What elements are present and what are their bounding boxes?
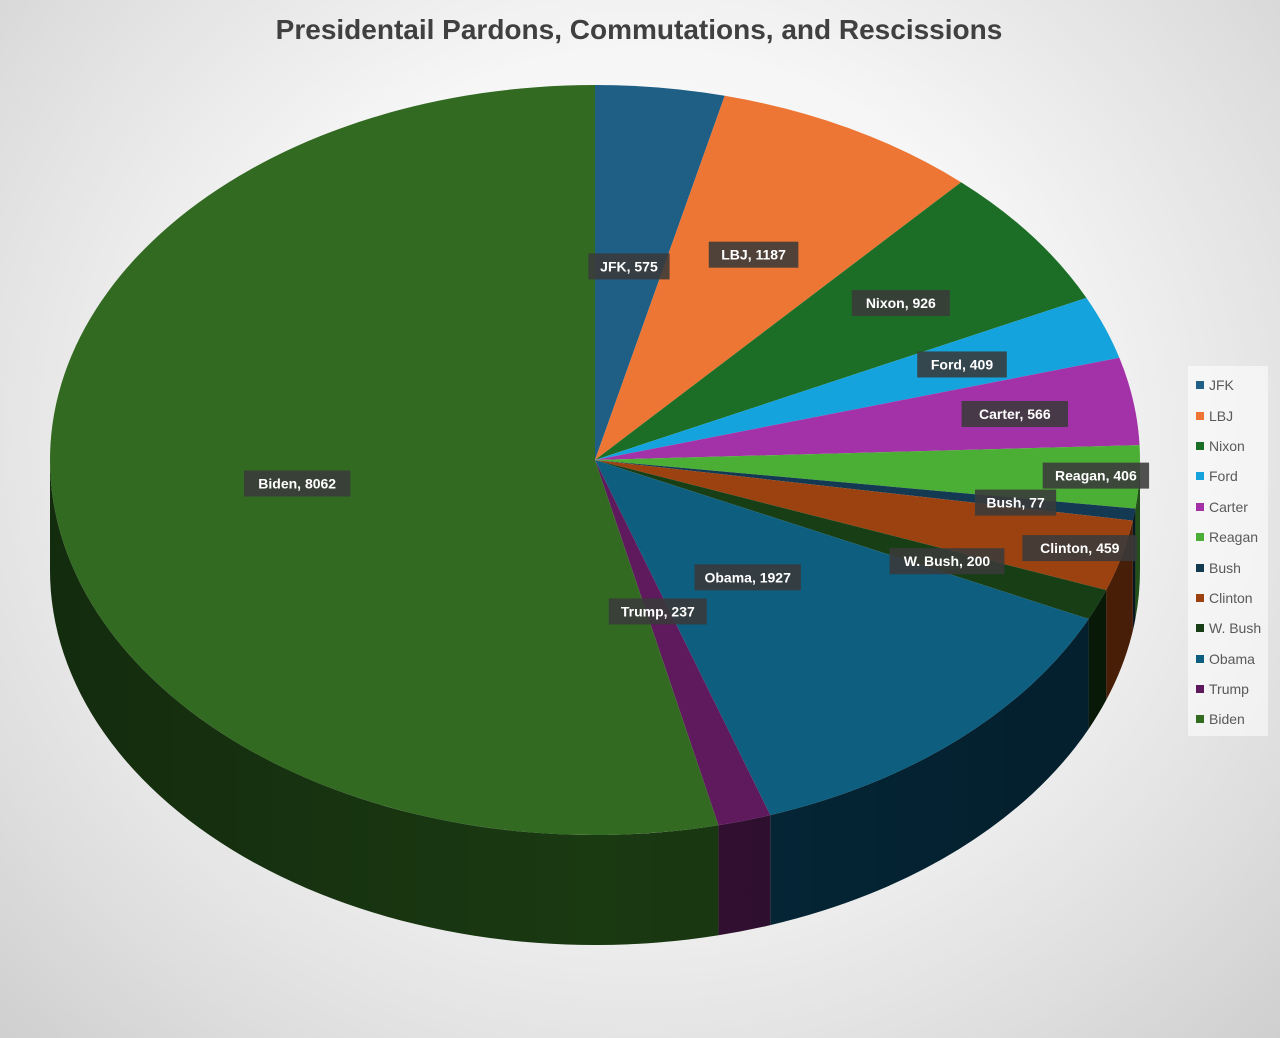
data-label-text: Ford, 409 — [931, 356, 993, 372]
legend-item-carter: Carter — [1188, 492, 1268, 522]
legend-swatch — [1196, 563, 1204, 572]
data-label-box — [1022, 535, 1138, 562]
legend-label: JFK — [1209, 377, 1234, 394]
legend-swatch — [1196, 593, 1204, 602]
data-label-text: Carter, 566 — [979, 406, 1051, 422]
legend-item-obama: Obama — [1188, 644, 1268, 674]
data-label-bush: Bush, 77 — [974, 489, 1057, 516]
data-label-text: Bush, 77 — [986, 495, 1045, 511]
pie-slice-w-bush — [595, 460, 1107, 619]
legend-item-w-bush: W. Bush — [1188, 613, 1268, 643]
legend-swatch — [1196, 715, 1204, 724]
data-label-w-bush: W. Bush, 200 — [889, 548, 1005, 575]
legend-swatch — [1196, 381, 1204, 390]
data-label-box — [608, 598, 707, 625]
data-label-carter: Carter, 566 — [961, 401, 1069, 428]
data-label-box — [694, 564, 801, 591]
legend-label: Biden — [1209, 711, 1245, 728]
legend-label: Obama — [1209, 650, 1255, 667]
legend-swatch — [1196, 472, 1204, 481]
data-label-text: Biden, 8062 — [258, 476, 336, 492]
data-label-box — [961, 401, 1069, 428]
data-label-text: Nixon, 926 — [866, 295, 936, 311]
data-label-text: LBJ, 1187 — [721, 247, 786, 263]
chart-title: Presidentail Pardons, Commutations, and … — [275, 14, 1003, 45]
data-label-lbj: LBJ, 1187 — [708, 241, 799, 268]
legend-item-ford: Ford — [1188, 461, 1268, 491]
legend-label: Carter — [1209, 498, 1248, 515]
legend-label: Bush — [1209, 559, 1241, 576]
data-label-box — [889, 548, 1005, 575]
legend-item-bush: Bush — [1188, 552, 1268, 582]
legend-label: Reagan — [1209, 529, 1259, 546]
pie-slice-obama — [595, 460, 1089, 816]
pie-slice-ford — [595, 297, 1120, 460]
data-label-nixon: Nixon, 926 — [851, 290, 950, 317]
legend-swatch — [1196, 502, 1204, 511]
data-label-obama: Obama, 1927 — [694, 564, 801, 591]
pie-side-shading — [50, 460, 1140, 945]
data-label-reagan: Reagan, 406 — [1042, 462, 1150, 489]
data-label-text: JFK, 575 — [600, 258, 658, 274]
legend-item-clinton: Clinton — [1188, 583, 1268, 613]
legend-label: LBJ — [1209, 407, 1234, 424]
legend: JFK LBJ Nixon Ford Carter Reagan Bush Clinton W.… — [1188, 366, 1268, 736]
legend-label: Trump — [1209, 681, 1249, 698]
data-label-text: Clinton, 459 — [1040, 540, 1120, 556]
legend-item-biden: Biden — [1188, 704, 1268, 734]
data-label-clinton: Clinton, 459 — [1022, 535, 1138, 562]
legend-label: Clinton — [1209, 589, 1253, 606]
data-label-ford: Ford, 409 — [917, 351, 1007, 378]
legend-label: W. Bush — [1209, 620, 1262, 637]
data-label-box — [851, 290, 950, 317]
legend-swatch — [1196, 441, 1204, 450]
legend-item-jfk: JFK — [1188, 370, 1268, 400]
data-label-jfk: JFK, 575 — [588, 253, 670, 280]
legend-swatch — [1196, 411, 1204, 420]
data-label-trump: Trump, 237 — [608, 598, 707, 625]
legend-label: Ford — [1209, 468, 1238, 485]
pie-slice-biden — [50, 85, 719, 835]
legend-item-trump: Trump — [1188, 674, 1268, 704]
data-label-box — [1042, 462, 1150, 489]
pie-slice-trump — [595, 460, 771, 826]
data-label-box — [588, 253, 670, 280]
legend-item-reagan: Reagan — [1188, 522, 1268, 552]
pie-slice-lbj — [595, 95, 962, 460]
legend-swatch — [1196, 685, 1204, 694]
data-label-box — [708, 241, 799, 268]
data-label-biden: Biden, 8062 — [244, 470, 351, 497]
legend-label: Nixon — [1209, 437, 1245, 454]
data-label-text: Obama, 1927 — [704, 569, 791, 585]
legend-swatch — [1196, 533, 1204, 542]
data-label-box — [974, 489, 1057, 516]
pie-labels: JFK, 575 LBJ, 1187 Nixon, 926 Ford, 409 Cart… — [244, 241, 1150, 625]
data-label-text: W. Bush, 200 — [904, 553, 991, 569]
data-label-box — [244, 470, 351, 497]
data-label-text: Trump, 237 — [621, 603, 695, 619]
pie-tops — [50, 85, 1140, 835]
data-label-text: Reagan, 406 — [1055, 468, 1137, 484]
pie-slice-nixon — [595, 182, 1087, 460]
pie-slice-carter — [595, 357, 1140, 460]
legend-item-lbj: LBJ — [1188, 400, 1268, 430]
legend-swatch — [1196, 624, 1204, 633]
data-label-box — [917, 351, 1007, 378]
legend-swatch — [1196, 654, 1204, 663]
legend-item-nixon: Nixon — [1188, 431, 1268, 461]
